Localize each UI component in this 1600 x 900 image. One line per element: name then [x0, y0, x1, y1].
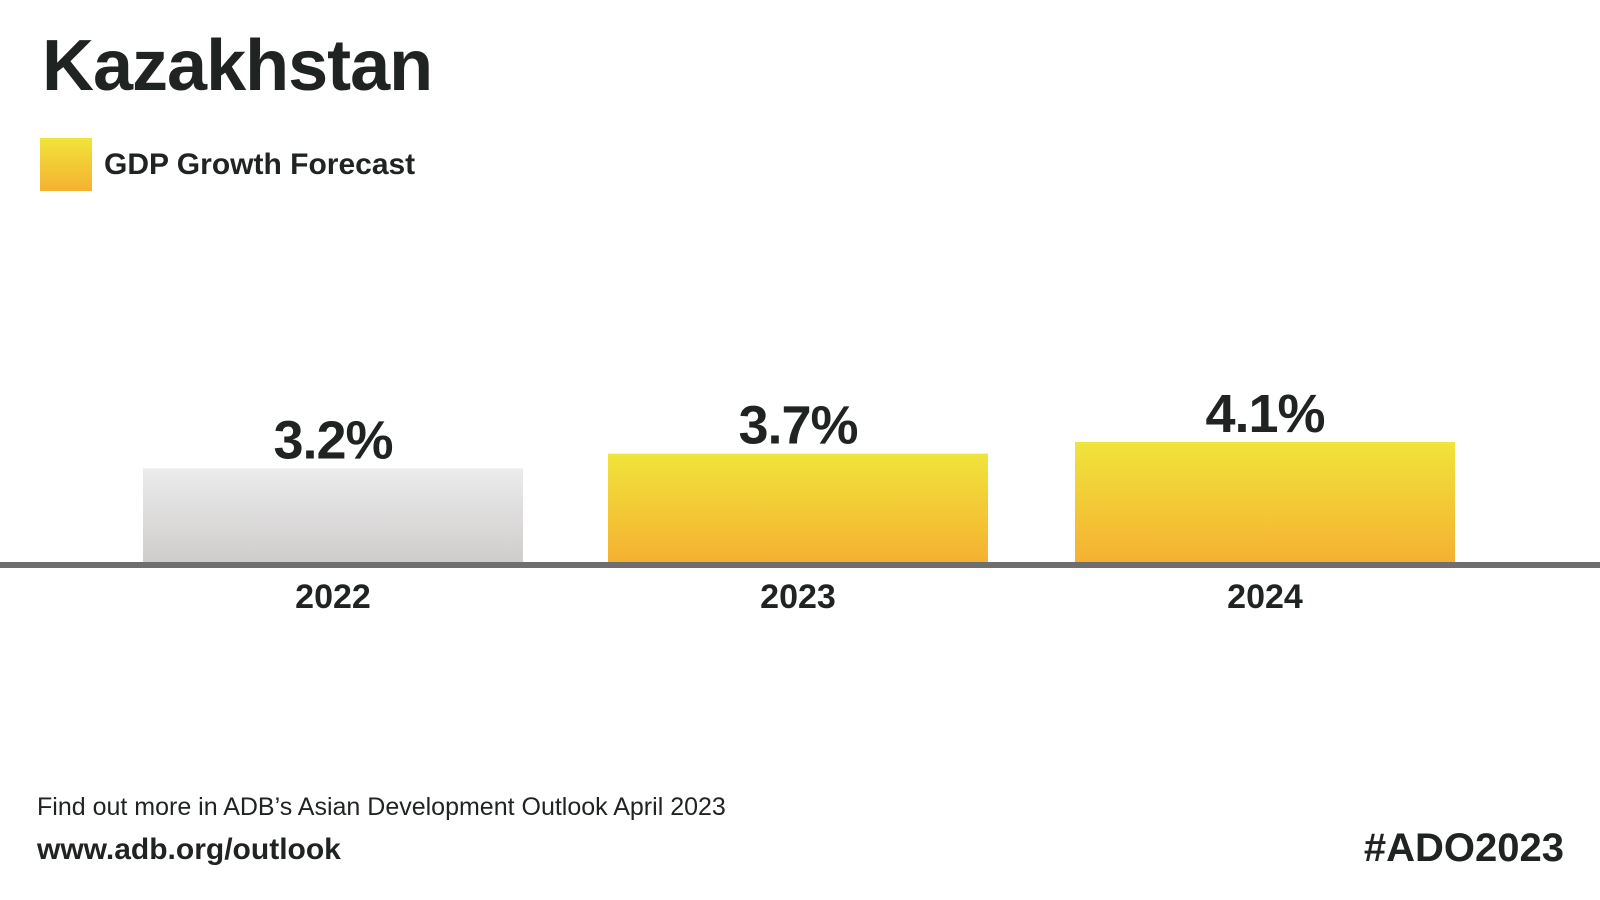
value-label-2022: 3.2%: [273, 410, 392, 470]
value-label-2023: 3.7%: [738, 396, 857, 456]
x-tick-label-2024: 2024: [1227, 578, 1303, 616]
x-tick-label-2023: 2023: [760, 578, 836, 616]
bar-2022: [143, 468, 523, 562]
legend: GDP Growth Forecast: [40, 138, 415, 191]
bar-2023: [608, 453, 988, 562]
chart-title: Kazakhstan: [42, 26, 433, 106]
legend-label: GDP Growth Forecast: [104, 147, 416, 181]
legend-swatch: [40, 138, 92, 191]
footer-link[interactable]: www.adb.org/outlook: [37, 833, 341, 866]
bar-chart: 3.2% 2022 3.7% 2023 4.1% 2024: [0, 384, 1600, 616]
value-label-2024: 4.1%: [1205, 384, 1324, 444]
hashtag: #ADO2023: [1363, 826, 1564, 870]
x-tick-label-2022: 2022: [295, 578, 371, 616]
bar-2024: [1075, 442, 1455, 562]
footer-text: Find out more in ADB’s Asian Development…: [37, 793, 726, 821]
